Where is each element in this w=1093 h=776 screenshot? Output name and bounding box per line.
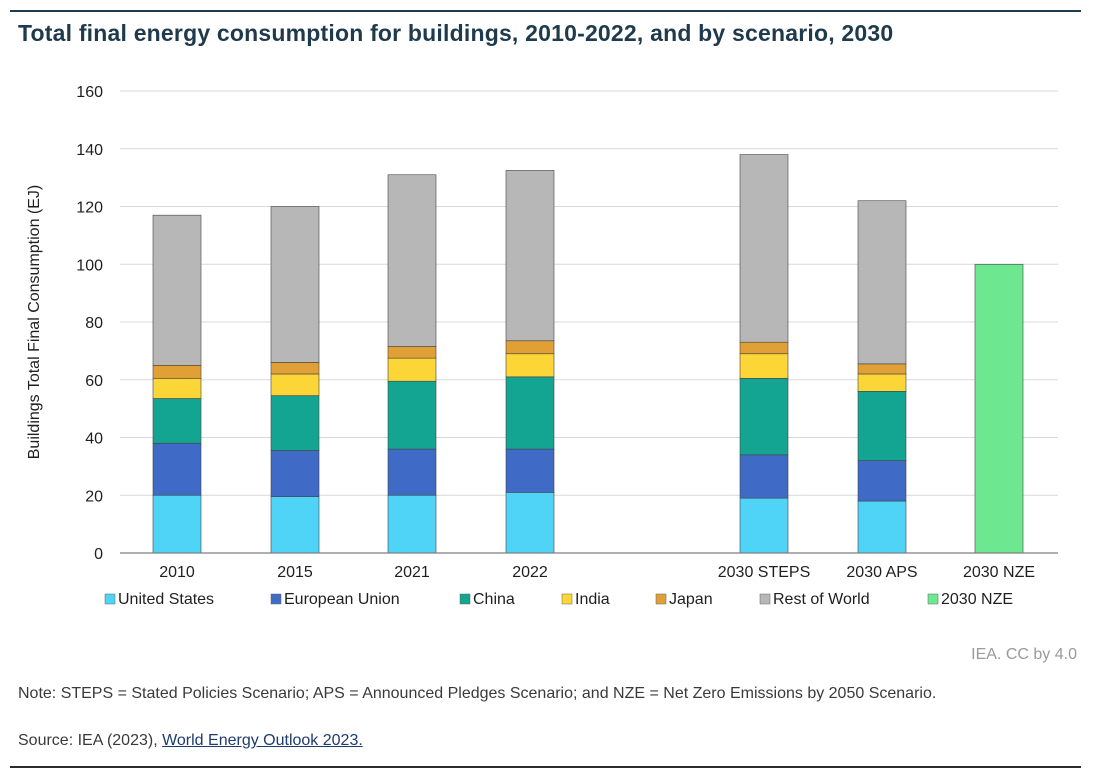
legend-label: Rest of World xyxy=(773,591,870,608)
bar-segment xyxy=(387,494,437,554)
bar-segment xyxy=(387,448,437,496)
top-rule xyxy=(10,10,1081,12)
legend-label: Japan xyxy=(669,591,713,608)
x-tick-label: 2015 xyxy=(277,564,313,581)
bar-segment xyxy=(387,174,437,347)
legend-label: 2030 NZE xyxy=(941,591,1013,608)
y-tick-label: 0 xyxy=(94,546,103,563)
y-tick-label: 160 xyxy=(76,84,103,101)
y-tick-label: 20 xyxy=(85,488,103,505)
legend-swatch xyxy=(927,593,939,605)
bar-segment xyxy=(505,376,555,450)
bar-segment xyxy=(857,460,907,502)
bar-segment xyxy=(739,378,789,456)
legend-swatch xyxy=(655,593,667,605)
bar-segment xyxy=(270,450,320,497)
legend-label: United States xyxy=(118,591,214,608)
y-tick-label: 100 xyxy=(76,257,103,274)
bar-segment xyxy=(857,500,907,554)
bar-segment xyxy=(387,357,437,382)
legend-swatch xyxy=(270,593,282,605)
bar-segment xyxy=(739,154,789,343)
y-tick-label: 120 xyxy=(76,200,103,217)
stacked-bar-chart: 0 20 40 60 80 100 120 140 160 Buildings Total Fin… xyxy=(26,84,1058,608)
source-prefix: Source: IEA (2023), xyxy=(18,732,163,749)
bar-segment xyxy=(505,353,555,378)
x-tick-label: 2022 xyxy=(512,564,548,581)
bar-segment xyxy=(270,395,320,451)
legend-swatch xyxy=(561,593,573,605)
x-tick-label: 2010 xyxy=(159,564,195,581)
bar-segment xyxy=(505,492,555,554)
bar-segment xyxy=(857,373,907,392)
bar-segment xyxy=(739,341,789,355)
y-tick-label: 60 xyxy=(85,373,103,390)
bar-segment xyxy=(857,390,907,461)
bar-segment xyxy=(974,263,1024,554)
bar-segment xyxy=(152,442,202,496)
bar-segment xyxy=(152,365,202,379)
bar-segment xyxy=(505,448,555,493)
bar-segment xyxy=(387,346,437,359)
bar-segment xyxy=(739,454,789,499)
x-tick-label: 2021 xyxy=(394,564,430,581)
bar-segment xyxy=(152,494,202,554)
source-link[interactable]: World Energy Outlook 2023. xyxy=(162,732,363,749)
credit-label: IEA. CC by 4.0 xyxy=(971,646,1077,663)
bar-segment xyxy=(270,206,320,363)
legend-label: European Union xyxy=(284,591,400,608)
legend-label: India xyxy=(575,591,610,608)
source-line: Source: IEA (2023), World Energy Outlook… xyxy=(18,732,363,750)
footnote: Note: STEPS = Stated Policies Scenario; … xyxy=(18,685,937,702)
bar-segment xyxy=(152,398,202,444)
legend-swatch xyxy=(104,593,116,605)
bar-segment xyxy=(270,496,320,554)
bar-segment xyxy=(270,373,320,396)
legend-swatch xyxy=(759,593,771,605)
y-tick-label: 140 xyxy=(76,142,103,159)
x-tick-label: 2030 NZE xyxy=(963,564,1035,581)
bar-segment xyxy=(387,380,437,450)
legend-label: China xyxy=(473,591,515,608)
bar-segment xyxy=(857,363,907,375)
bar-segment xyxy=(152,378,202,399)
bar-segment xyxy=(270,362,320,375)
bar-segment xyxy=(857,200,907,365)
bar-segment xyxy=(505,340,555,355)
bar-segment xyxy=(739,353,789,379)
legend-swatch xyxy=(459,593,471,605)
bar-segment xyxy=(152,214,202,366)
x-tick-label: 2030 APS xyxy=(846,564,917,581)
x-tick-label: 2030 STEPS xyxy=(718,564,811,581)
bar-segment xyxy=(505,170,555,342)
y-axis-label: Buildings Total Final Consumption (EJ) xyxy=(26,185,43,460)
bottom-rule xyxy=(10,766,1081,768)
y-tick-label: 80 xyxy=(85,315,103,332)
y-tick-label: 40 xyxy=(85,431,103,448)
bar-segment xyxy=(739,497,789,554)
chart-title: Total final energy consumption for build… xyxy=(18,20,894,46)
